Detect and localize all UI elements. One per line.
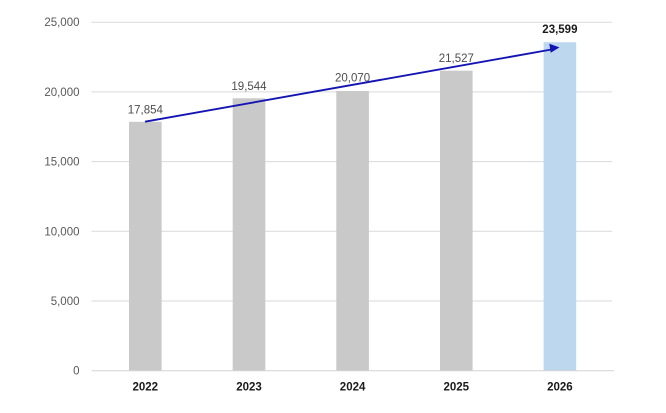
svg-text:5,000: 5,000 <box>51 296 80 308</box>
svg-text:19,544: 19,544 <box>231 81 267 93</box>
svg-text:21,527: 21,527 <box>439 53 474 65</box>
svg-text:20,070: 20,070 <box>335 73 370 85</box>
svg-text:15,000: 15,000 <box>44 157 79 169</box>
svg-text:10,000: 10,000 <box>44 226 79 238</box>
svg-text:17,854: 17,854 <box>128 104 164 116</box>
svg-text:2022: 2022 <box>133 382 159 394</box>
svg-text:20,000: 20,000 <box>44 87 79 99</box>
svg-text:2025: 2025 <box>444 382 470 394</box>
svg-text:0: 0 <box>73 366 79 378</box>
svg-text:2026: 2026 <box>547 382 573 394</box>
svg-text:2023: 2023 <box>236 382 262 394</box>
svg-text:25,000: 25,000 <box>44 17 79 29</box>
svg-text:2024: 2024 <box>340 382 366 394</box>
svg-text:23,599: 23,599 <box>542 24 577 36</box>
